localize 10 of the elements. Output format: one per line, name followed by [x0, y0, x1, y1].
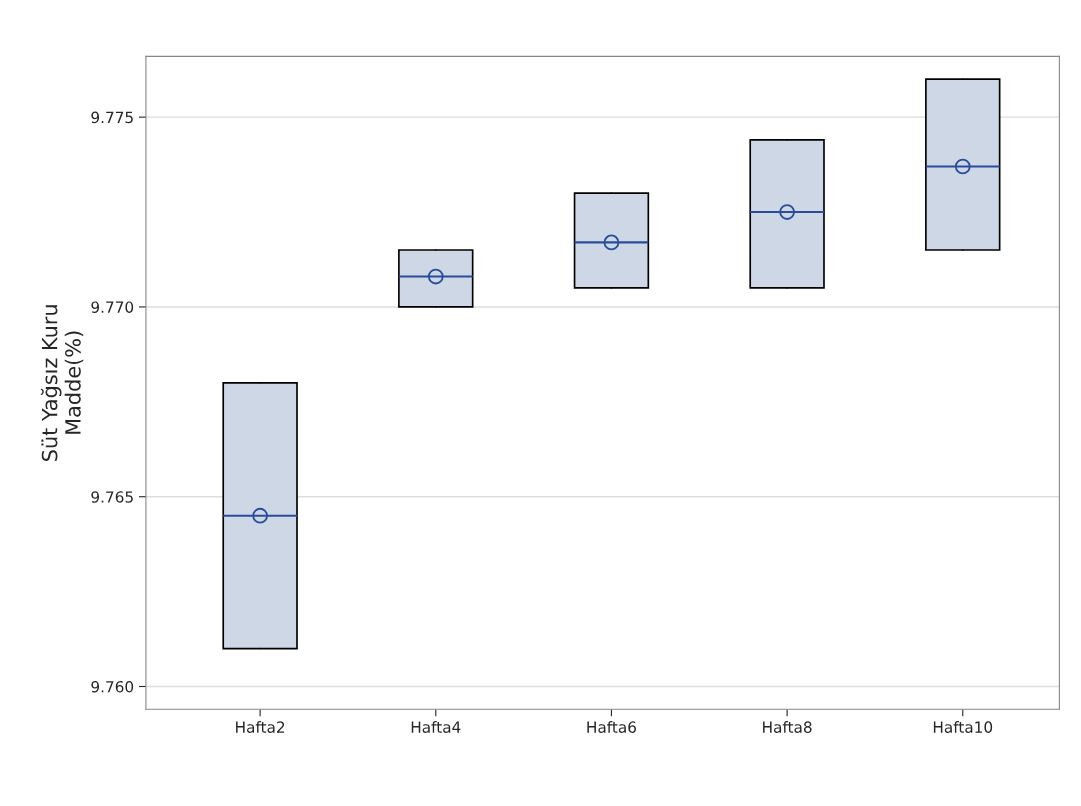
y-tick-label: 9.770 — [91, 301, 134, 313]
x-tick-label: Hafta6 — [587, 721, 636, 733]
x-tick-label: Hafta4 — [411, 721, 461, 733]
y-tick-label: 9.775 — [91, 111, 133, 124]
y-axis-title: Süt Yağsız Kuru Madde(%) — [40, 305, 84, 461]
x-tick-label: Hafta8 — [763, 721, 812, 733]
x-tick-label: Hafta10 — [933, 721, 993, 733]
y-tick-label: 9.765 — [91, 491, 133, 503]
x-tick-label: Hafta2 — [236, 721, 285, 733]
y-tick-label: 9.760 — [91, 680, 134, 693]
